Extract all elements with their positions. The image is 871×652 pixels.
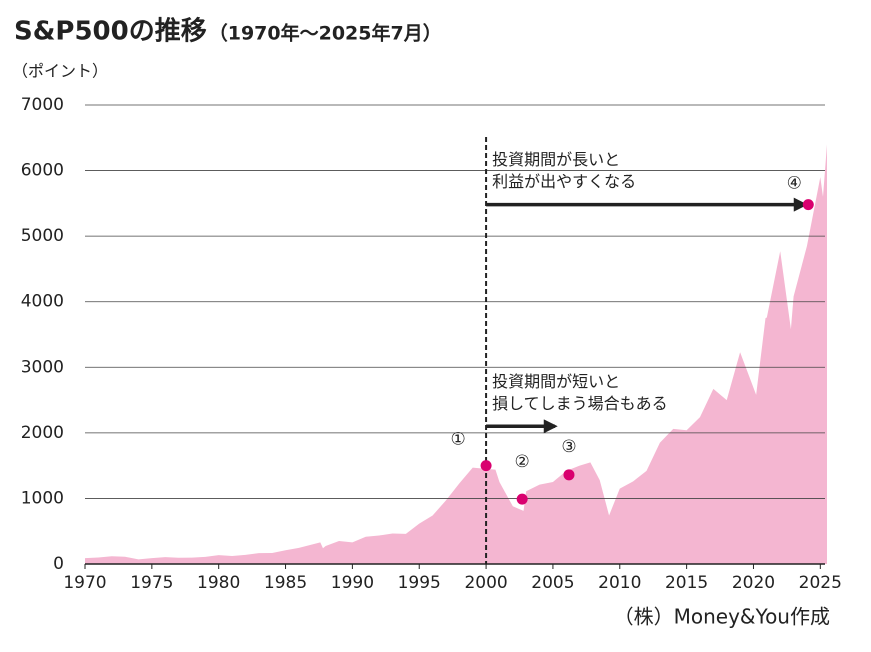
x-tick-label: 1980 <box>197 573 240 593</box>
annotation-text: 投資期間が長いと <box>492 150 620 169</box>
y-tick-label: 0 <box>53 554 64 574</box>
x-tick-label: 1970 <box>63 573 106 593</box>
y-tick-label: 7000 <box>21 95 64 115</box>
highlight-point <box>563 469 575 481</box>
x-tick-label: 2000 <box>464 573 507 593</box>
annotation-text: 損してしまう場合もある <box>492 394 668 413</box>
point-label: ③ <box>561 437 576 457</box>
source-note: （株）Money&You作成 <box>614 605 830 629</box>
chart-subtitle: （1970年～2025年7月） <box>209 22 442 45</box>
x-tick-label: 2025 <box>799 573 842 593</box>
y-tick-label: 3000 <box>21 357 64 377</box>
x-tick-label: 1985 <box>264 573 307 593</box>
x-tick-label: 2005 <box>531 573 574 593</box>
y-tick-label: 2000 <box>21 423 64 443</box>
point-label: ④ <box>787 174 802 194</box>
highlight-point <box>802 199 814 211</box>
chart-title: S&P500の推移 <box>14 17 207 47</box>
annotation-text: 投資期間が短いと <box>492 372 620 391</box>
x-tick-label: 1995 <box>398 573 441 593</box>
x-tick-label: 1990 <box>331 573 374 593</box>
y-tick-label: 6000 <box>21 161 64 181</box>
x-tick-label: 2020 <box>732 573 775 593</box>
x-tick-label: 2010 <box>598 573 641 593</box>
y-tick-label: 5000 <box>21 226 64 246</box>
y-tick-label: 1000 <box>21 488 64 508</box>
area <box>85 144 827 565</box>
y-axis-label: （ポイント） <box>12 62 108 81</box>
y-tick-label: 4000 <box>21 292 64 312</box>
point-label: ② <box>515 452 530 472</box>
x-tick-label: 2015 <box>665 573 708 593</box>
x-tick-label: 1975 <box>130 573 173 593</box>
highlight-point <box>480 460 492 472</box>
annotation-text: 利益が出やすくなる <box>492 172 636 191</box>
point-label: ① <box>450 430 465 450</box>
highlight-point <box>516 493 528 505</box>
